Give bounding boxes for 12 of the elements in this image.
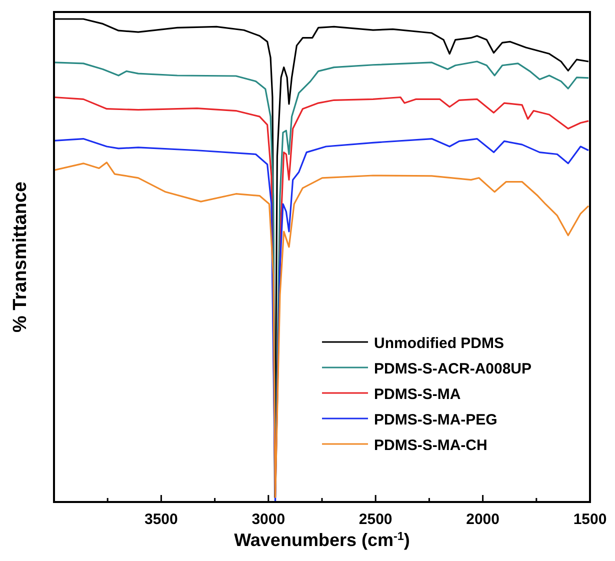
legend-label: PDMS-S-MA [374, 386, 461, 403]
y-axis-title: % Transmittance [10, 182, 31, 332]
legend-label: PDMS-S-MA-CH [374, 437, 488, 454]
x-tick-label: 3500 [144, 511, 178, 528]
x-axis-title: Wavenumbers (cm$^{-1}$) [234, 530, 410, 550]
x-tick-label: 2000 [466, 511, 500, 528]
x-tick-label: 3000 [252, 511, 286, 528]
x-tick-label: 2500 [358, 511, 392, 528]
legend-label: PDMS-S-ACR-A008UP [374, 360, 532, 378]
x-tick-label: 1500 [573, 511, 607, 528]
legend-label: Unmodified PDMS [374, 335, 504, 352]
legend-label: PDMS-S-MA-PEG [374, 412, 498, 428]
